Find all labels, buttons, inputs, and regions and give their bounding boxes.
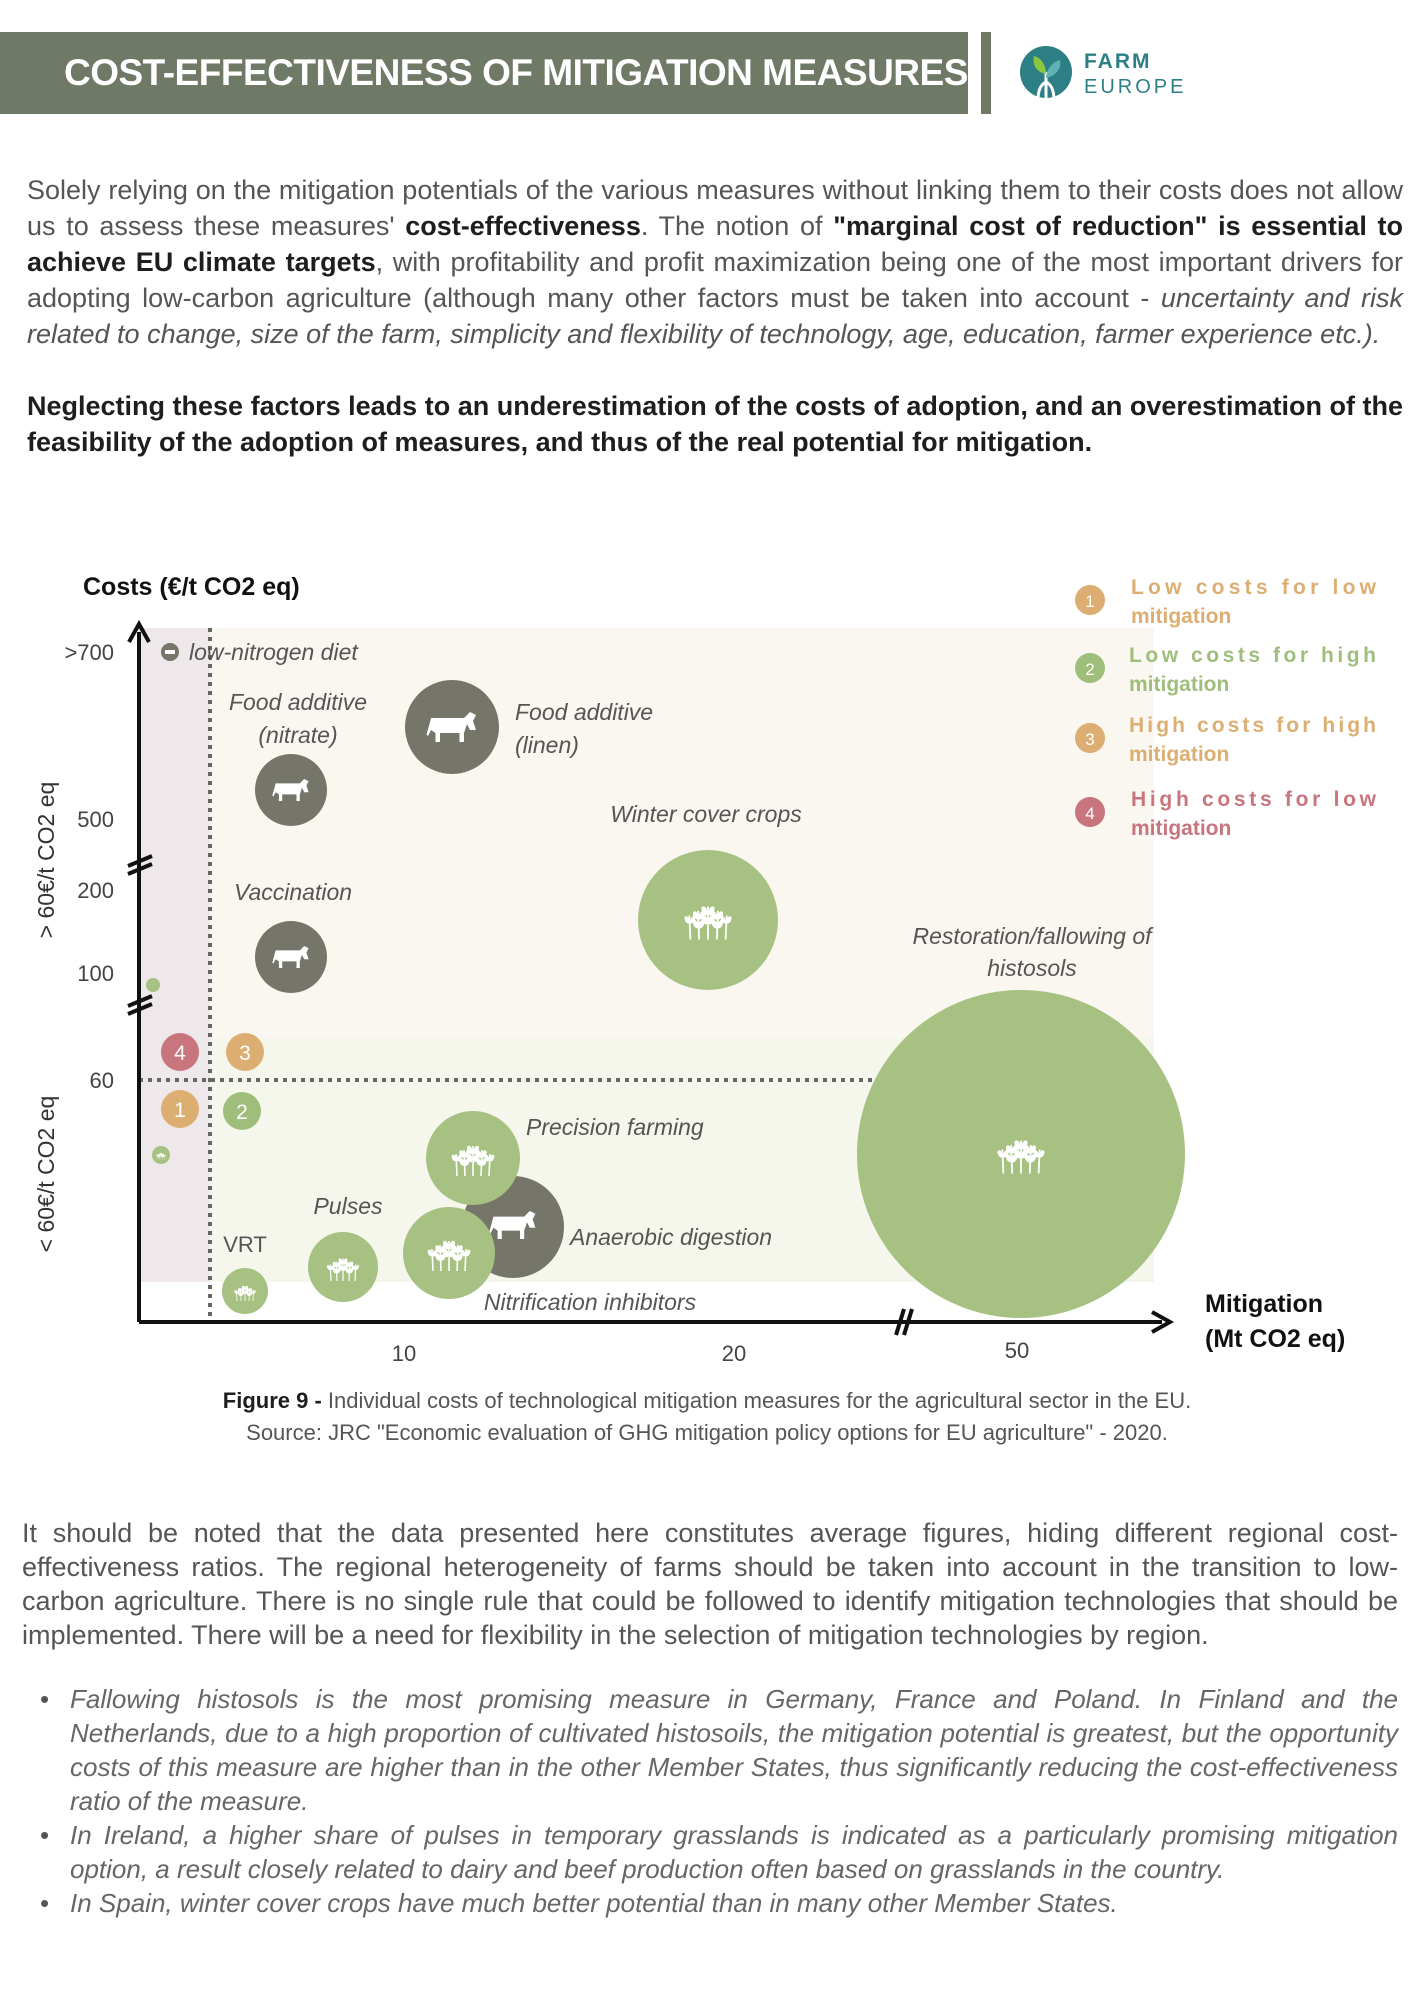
y-tick-label: >700 [64,640,114,665]
legend-label: Low costs for low [1131,576,1377,599]
label-pulses: Pulses [313,1193,383,1219]
y-tick-label: 100 [77,961,114,986]
bubble-winter-cover-crops [638,850,778,990]
quadrant-number: 2 [236,1101,248,1124]
legend-label: mitigation [1129,673,1229,696]
intro-text: , with profitability and profit maximiza… [27,247,1404,313]
y-tick-label: 60 [90,1068,114,1093]
label-winter-cover-crops: Winter cover crops [610,801,802,827]
label-restoration-1: Restoration/fallowing of [912,923,1154,949]
label-vaccination: Vaccination [234,879,352,905]
x-axis-title-line2: (Mt CO2 eq) [1205,1325,1345,1353]
quadrant-number: 4 [174,1042,186,1065]
bubble-vaccination [255,921,327,993]
caption-figure-number: Figure 9 - [222,1388,322,1413]
caption-text: Individual costs of technological mitiga… [321,1388,1192,1413]
legend-number: 2 [1085,660,1094,679]
label-food-additive-linen-2: (linen) [515,732,579,758]
bubble-vrt [222,1268,268,1314]
x-axis-arrow [1151,1310,1175,1334]
logo-icon [1020,46,1072,101]
country-bullets: Fallowing histosols is the most promisin… [40,1682,1398,1920]
figure-caption: Figure 9 - Individual costs of technolog… [0,1385,1414,1449]
cost-mitigation-chart: Costs (€/t CO2 eq) Mitigation (Mt CO2 eq… [33,573,1377,1366]
intro-bold: cost-effectiveness [405,211,641,241]
low-mitigation-band [139,628,210,1282]
y-band-high-label: > 60€/t CO2 eq [33,782,59,939]
quadrant-number: 3 [239,1042,251,1065]
label-food-additive-nitrate-2: (nitrate) [258,722,337,748]
quadrant-marker-4: 4 [161,1033,199,1071]
bubble-low-nitrogen-diet [161,643,179,661]
label-food-additive-nitrate-1: Food additive [229,689,367,715]
bubble-small-green [146,978,160,992]
x-axis-break [894,1308,914,1336]
x-tick-label: 10 [392,1341,416,1366]
quadrant-marker-1: 1 [161,1090,199,1128]
quadrant-number: 1 [174,1099,186,1122]
intro-paragraph: Solely relying on the mitigation potenti… [27,172,1403,352]
legend-label: High costs for low [1131,788,1377,811]
y-axis-arrow [127,619,151,643]
label-nitrification-inhibitors: Nitrification inhibitors [484,1289,697,1315]
caption-line-1: Figure 9 - Individual costs of technolog… [0,1385,1414,1417]
bubble-food-additive-nitrate [255,754,327,826]
label-anaerobic-digestion: Anaerobic digestion [568,1224,772,1250]
legend-item-4: 4 High costs for low mitigation [1075,788,1377,840]
bubble-precision-farming [426,1111,520,1205]
legend-number: 4 [1085,804,1094,823]
x-tick-label: 20 [722,1341,746,1366]
intro-bold: "marginal cost of reduction" is essentia… [27,211,1404,277]
quadrant-marker-3: 3 [226,1033,264,1071]
bubble-nitrification-inhibitors [403,1207,495,1299]
legend-label: Low costs for high [1129,644,1376,667]
regional-note: It should be noted that the data present… [22,1518,1398,1650]
list-item: Fallowing histosols is the most promisin… [40,1682,1398,1818]
y-axis-break [127,854,153,1016]
page-title: COST-EFFECTIVENESS OF MITIGATION MEASURE… [64,52,968,93]
legend-item-3: 3 High costs for high mitigation [1075,714,1376,766]
bubble-food-additive-linen [405,680,499,774]
bubble-pulses [308,1232,378,1302]
legend-label: High costs for high [1129,714,1376,737]
caption-source: Source: JRC "Economic evaluation of GHG … [246,1420,1168,1445]
legend-number: 1 [1085,592,1094,611]
label-precision-farming: Precision farming [526,1114,704,1140]
label-restoration-2: histosols [987,955,1077,981]
key-statement: Neglecting these factors leads to an und… [27,391,1403,457]
list-item: In Spain, winter cover crops have much b… [40,1886,1398,1920]
header-accent [981,32,991,114]
y-axis-title: Costs (€/t CO2 eq) [83,573,300,601]
y-tick-label: 500 [77,807,114,832]
legend-label: mitigation [1131,817,1231,840]
legend-number: 3 [1085,730,1094,749]
x-axis-title-line1: Mitigation [1205,1290,1323,1318]
y-band-low-label: < 60€/t CO2 eq [33,1096,59,1253]
bubble-restoration-histosols [857,990,1185,1318]
y-tick-label: 200 [77,878,114,903]
label-vrt: VRT [223,1232,267,1257]
legend-item-2: 2 Low costs for high mitigation [1075,644,1376,696]
bubble-tiny-green [152,1146,170,1164]
list-item: In Ireland, a higher share of pulses in … [40,1818,1398,1886]
label-food-additive-linen-1: Food additive [515,699,653,725]
label-low-nitrogen-diet: low-nitrogen diet [189,639,359,665]
intro-text: Solely relying on the mitigation potenti… [27,175,1403,241]
legend-label: mitigation [1131,605,1231,628]
quadrant-marker-2: 2 [223,1092,261,1130]
farm-europe-logo: FARM EUROPE [1018,42,1208,106]
logo-word-farm: FARM [1084,50,1152,73]
intro-italic: uncertainty and risk related to change, … [27,283,1403,349]
logo-word-europe: EUROPE [1084,76,1187,98]
legend-item-1: 1 Low costs for low mitigation [1075,576,1377,628]
legend-label: mitigation [1129,743,1229,766]
header-bar: COST-EFFECTIVENESS OF MITIGATION MEASURE… [0,32,968,114]
x-tick-label: 50 [1005,1338,1029,1363]
intro-text: . The notion of [640,211,834,241]
